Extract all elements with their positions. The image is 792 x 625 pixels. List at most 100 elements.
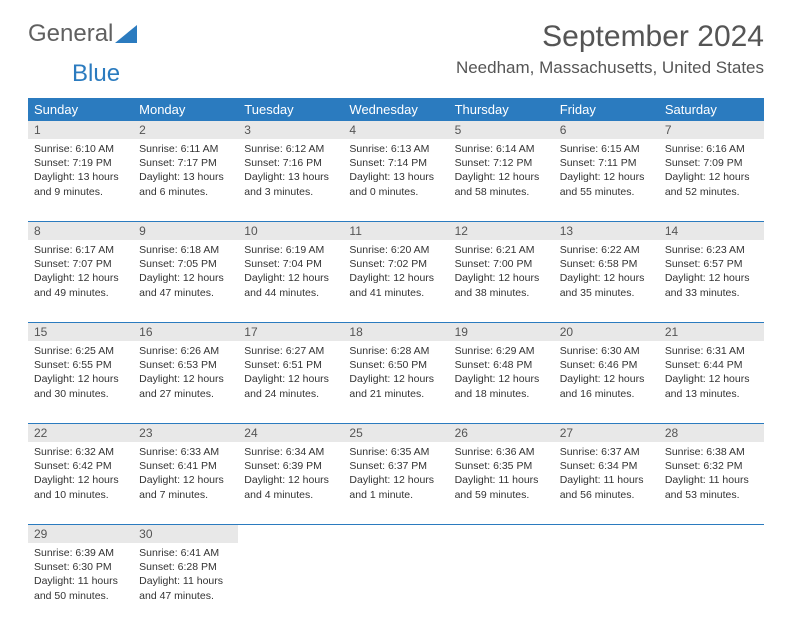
sunrise-text: Sunrise: 6:23 AM	[665, 243, 758, 257]
day-cell: Sunrise: 6:26 AMSunset: 6:53 PMDaylight:…	[133, 341, 238, 423]
sunrise-text: Sunrise: 6:17 AM	[34, 243, 127, 257]
day-number: 30	[133, 525, 238, 543]
sunset-text: Sunset: 7:16 PM	[244, 156, 337, 170]
day-number	[449, 525, 554, 543]
sunrise-text: Sunrise: 6:29 AM	[455, 344, 548, 358]
daylight-text: Daylight: 12 hours and 55 minutes.	[560, 170, 653, 198]
sunrise-text: Sunrise: 6:41 AM	[139, 546, 232, 560]
day-cell: Sunrise: 6:17 AMSunset: 7:07 PMDaylight:…	[28, 240, 133, 322]
day-number: 15	[28, 323, 133, 341]
daylight-text: Daylight: 12 hours and 1 minute.	[349, 473, 442, 501]
day-cell: Sunrise: 6:32 AMSunset: 6:42 PMDaylight:…	[28, 442, 133, 524]
day-cell: Sunrise: 6:11 AMSunset: 7:17 PMDaylight:…	[133, 139, 238, 221]
sunset-text: Sunset: 7:02 PM	[349, 257, 442, 271]
day-number: 24	[238, 424, 343, 442]
sunset-text: Sunset: 7:12 PM	[455, 156, 548, 170]
daylight-text: Daylight: 12 hours and 41 minutes.	[349, 271, 442, 299]
sunrise-text: Sunrise: 6:32 AM	[34, 445, 127, 459]
sunset-text: Sunset: 6:55 PM	[34, 358, 127, 372]
daylight-text: Daylight: 12 hours and 49 minutes.	[34, 271, 127, 299]
sunrise-text: Sunrise: 6:34 AM	[244, 445, 337, 459]
daylight-text: Daylight: 12 hours and 24 minutes.	[244, 372, 337, 400]
sunset-text: Sunset: 7:04 PM	[244, 257, 337, 271]
sunset-text: Sunset: 7:09 PM	[665, 156, 758, 170]
sunset-text: Sunset: 6:41 PM	[139, 459, 232, 473]
sunrise-text: Sunrise: 6:38 AM	[665, 445, 758, 459]
sunset-text: Sunset: 6:32 PM	[665, 459, 758, 473]
day-number: 3	[238, 121, 343, 139]
daylight-text: Daylight: 12 hours and 44 minutes.	[244, 271, 337, 299]
day-number: 22	[28, 424, 133, 442]
daynum-row: 22232425262728	[28, 424, 764, 442]
daylight-text: Daylight: 12 hours and 52 minutes.	[665, 170, 758, 198]
day-cell: Sunrise: 6:10 AMSunset: 7:19 PMDaylight:…	[28, 139, 133, 221]
daynum-row: 891011121314	[28, 222, 764, 240]
sunset-text: Sunset: 6:35 PM	[455, 459, 548, 473]
day-cell: Sunrise: 6:38 AMSunset: 6:32 PMDaylight:…	[659, 442, 764, 524]
sunset-text: Sunset: 6:39 PM	[244, 459, 337, 473]
daylight-text: Daylight: 13 hours and 6 minutes.	[139, 170, 232, 198]
day-cell: Sunrise: 6:19 AMSunset: 7:04 PMDaylight:…	[238, 240, 343, 322]
daylight-text: Daylight: 11 hours and 50 minutes.	[34, 574, 127, 602]
day-cell: Sunrise: 6:12 AMSunset: 7:16 PMDaylight:…	[238, 139, 343, 221]
day-cell: Sunrise: 6:33 AMSunset: 6:41 PMDaylight:…	[133, 442, 238, 524]
day-cell: Sunrise: 6:28 AMSunset: 6:50 PMDaylight:…	[343, 341, 448, 423]
day-cell: Sunrise: 6:41 AMSunset: 6:28 PMDaylight:…	[133, 543, 238, 625]
logo-part2-wrap: Blue	[28, 60, 764, 88]
day-number: 18	[343, 323, 448, 341]
logo-part1: General	[28, 20, 113, 48]
sunrise-text: Sunrise: 6:11 AM	[139, 142, 232, 156]
day-number: 14	[659, 222, 764, 240]
daylight-text: Daylight: 12 hours and 4 minutes.	[244, 473, 337, 501]
day-cell: Sunrise: 6:16 AMSunset: 7:09 PMDaylight:…	[659, 139, 764, 221]
day-header: Sunday	[28, 98, 133, 121]
daylight-text: Daylight: 12 hours and 27 minutes.	[139, 372, 232, 400]
calendar: Sunday Monday Tuesday Wednesday Thursday…	[28, 98, 764, 625]
daylight-text: Daylight: 12 hours and 21 minutes.	[349, 372, 442, 400]
sunset-text: Sunset: 7:07 PM	[34, 257, 127, 271]
day-cell: Sunrise: 6:37 AMSunset: 6:34 PMDaylight:…	[554, 442, 659, 524]
sunrise-text: Sunrise: 6:31 AM	[665, 344, 758, 358]
sunset-text: Sunset: 6:50 PM	[349, 358, 442, 372]
sunset-text: Sunset: 6:53 PM	[139, 358, 232, 372]
daylight-text: Daylight: 12 hours and 10 minutes.	[34, 473, 127, 501]
sunset-text: Sunset: 7:17 PM	[139, 156, 232, 170]
day-cell	[343, 543, 448, 625]
daynum-row: 2930	[28, 525, 764, 543]
daylight-text: Daylight: 11 hours and 59 minutes.	[455, 473, 548, 501]
page-title: September 2024	[456, 20, 764, 54]
day-number: 21	[659, 323, 764, 341]
sunset-text: Sunset: 6:34 PM	[560, 459, 653, 473]
day-cell: Sunrise: 6:15 AMSunset: 7:11 PMDaylight:…	[554, 139, 659, 221]
day-number	[554, 525, 659, 543]
daylight-text: Daylight: 12 hours and 33 minutes.	[665, 271, 758, 299]
daylight-text: Daylight: 11 hours and 47 minutes.	[139, 574, 232, 602]
day-cell: Sunrise: 6:29 AMSunset: 6:48 PMDaylight:…	[449, 341, 554, 423]
sunset-text: Sunset: 6:28 PM	[139, 560, 232, 574]
sunrise-text: Sunrise: 6:37 AM	[560, 445, 653, 459]
sunrise-text: Sunrise: 6:14 AM	[455, 142, 548, 156]
sunrise-text: Sunrise: 6:20 AM	[349, 243, 442, 257]
daylight-text: Daylight: 13 hours and 0 minutes.	[349, 170, 442, 198]
day-cell: Sunrise: 6:34 AMSunset: 6:39 PMDaylight:…	[238, 442, 343, 524]
sunset-text: Sunset: 6:57 PM	[665, 257, 758, 271]
day-number: 11	[343, 222, 448, 240]
sunrise-text: Sunrise: 6:36 AM	[455, 445, 548, 459]
sunrise-text: Sunrise: 6:30 AM	[560, 344, 653, 358]
day-number: 25	[343, 424, 448, 442]
daylight-text: Daylight: 12 hours and 16 minutes.	[560, 372, 653, 400]
day-cell: Sunrise: 6:31 AMSunset: 6:44 PMDaylight:…	[659, 341, 764, 423]
sunrise-text: Sunrise: 6:28 AM	[349, 344, 442, 358]
sunset-text: Sunset: 6:37 PM	[349, 459, 442, 473]
day-number	[343, 525, 448, 543]
day-number: 16	[133, 323, 238, 341]
day-number: 4	[343, 121, 448, 139]
day-number: 2	[133, 121, 238, 139]
day-number: 12	[449, 222, 554, 240]
day-header: Wednesday	[343, 98, 448, 121]
day-number: 7	[659, 121, 764, 139]
day-number: 17	[238, 323, 343, 341]
daylight-text: Daylight: 11 hours and 56 minutes.	[560, 473, 653, 501]
sunrise-text: Sunrise: 6:22 AM	[560, 243, 653, 257]
day-cell: Sunrise: 6:25 AMSunset: 6:55 PMDaylight:…	[28, 341, 133, 423]
